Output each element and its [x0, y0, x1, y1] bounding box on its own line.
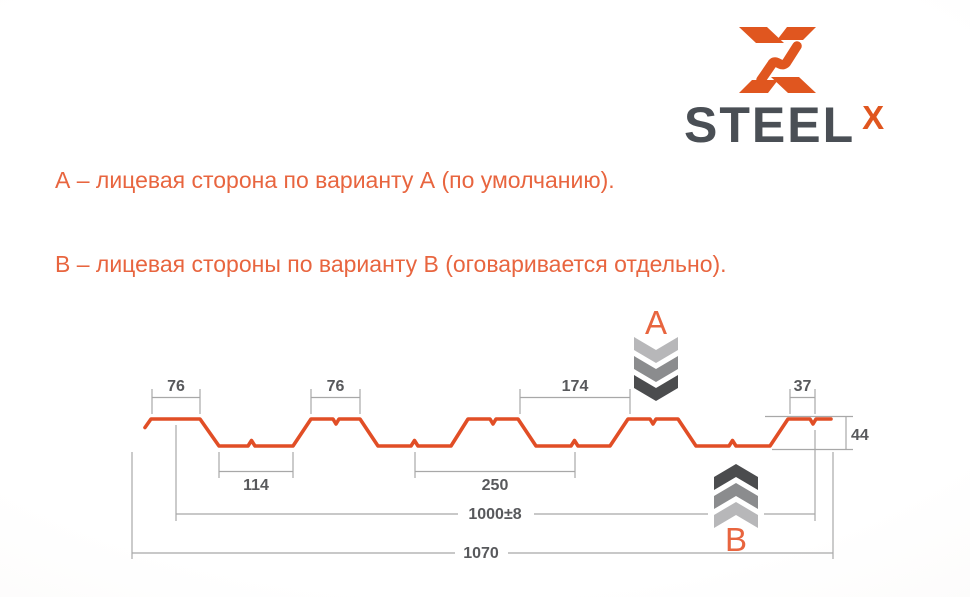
sheet-profile-outline — [143, 417, 833, 448]
brand-superscript-x: X — [862, 99, 885, 136]
dim-label-37: 37 — [794, 378, 812, 395]
chevron-up-icon — [714, 464, 758, 490]
dim-label-76-mid: 76 — [327, 378, 345, 395]
marker-a-label: А — [645, 304, 667, 341]
dim-37 — [789, 389, 816, 414]
marker-b-group: В — [708, 460, 764, 558]
logo-arm-top-left — [739, 27, 784, 43]
dim-174 — [519, 389, 631, 414]
dim-76-left — [151, 389, 201, 414]
steelx-logo-icon — [739, 27, 816, 93]
marker-b-label: В — [725, 521, 747, 558]
variant-a-note: А – лицевая сторона по варианту А (по ум… — [55, 167, 615, 193]
logo-arm-bottom-right — [771, 77, 816, 93]
dim-label-1070: 1070 — [463, 545, 499, 562]
dim-label-174: 174 — [562, 378, 589, 395]
chevron-up-icon — [714, 502, 758, 528]
chevron-up-icon — [714, 483, 758, 509]
chevron-down-icon — [634, 375, 678, 401]
brand-name: STEEL — [684, 97, 856, 153]
chevron-down-icon — [634, 356, 678, 382]
dim-1000 — [175, 425, 816, 521]
chevron-down-icon — [634, 337, 678, 363]
dim-label-44: 44 — [851, 427, 869, 444]
dim-44 — [765, 415, 853, 451]
logo-s-band — [756, 41, 802, 85]
dim-label-76-left: 76 — [167, 378, 185, 395]
logo-arm-bottom-left — [739, 80, 778, 93]
marker-a-group: А — [634, 304, 678, 401]
dim-76-mid — [310, 389, 361, 414]
dim-114 — [218, 452, 294, 478]
dimension-lines — [131, 389, 853, 559]
brand-wordmark: STEEL X — [684, 100, 884, 150]
dim-1070 — [131, 452, 834, 559]
dim-label-114: 114 — [243, 477, 269, 494]
variant-b-note: В – лицевая стороны по варианту В (огова… — [55, 251, 727, 277]
dim-label-1000: 1000±8 — [468, 506, 521, 523]
dim-250 — [414, 452, 576, 478]
dim-label-250: 250 — [482, 477, 509, 494]
logo-arm-top-right — [777, 27, 816, 40]
